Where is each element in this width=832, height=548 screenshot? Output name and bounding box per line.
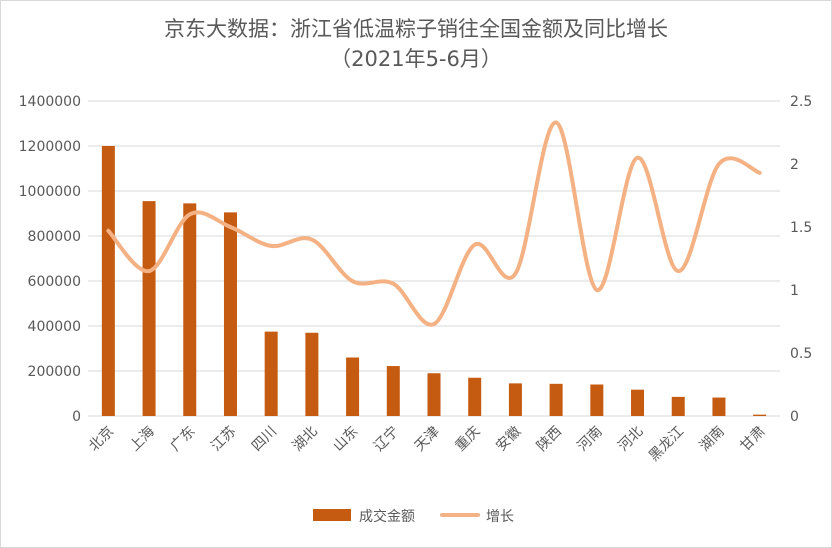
category-label: 江苏 (208, 424, 239, 455)
left-tick-label: 800000 (28, 229, 81, 245)
legend-label-line: 增长 (486, 509, 514, 525)
bar-黑龙江 (671, 396, 685, 416)
line-series (106, 120, 762, 327)
right-tick-label: 0.5 (790, 346, 812, 362)
left-tick-label: 400000 (28, 319, 81, 335)
category-label: 河北 (615, 424, 646, 455)
bar-陕西 (549, 383, 563, 416)
bar-河北 (631, 389, 645, 416)
category-label: 天津 (412, 424, 443, 455)
left-tick-label: 0 (72, 409, 81, 425)
bar-山东 (346, 357, 360, 416)
bar-湖北 (305, 332, 319, 416)
right-tick-label: 1.5 (790, 220, 812, 236)
bar-河南 (590, 384, 604, 416)
category-label: 重庆 (452, 424, 483, 455)
category-label: 陕西 (534, 424, 565, 455)
right-tick-label: 0 (790, 409, 799, 425)
chart-title: 京东大数据：浙江省低温粽子销往全国金额及同比增长 (164, 17, 668, 41)
growth-line (106, 120, 762, 327)
right-tick-label: 2.5 (790, 94, 812, 110)
category-label: 河南 (575, 424, 606, 455)
bar-北京 (101, 146, 115, 416)
bar-江苏 (223, 212, 237, 416)
bar-上海 (142, 201, 156, 416)
category-label: 湖南 (697, 424, 728, 455)
chart-subtitle: （2021年5-6月） (330, 47, 502, 71)
category-label: 四川 (249, 424, 280, 455)
left-tick-label: 200000 (28, 364, 81, 380)
category-labels: 北京 上海 广东 江苏 四川 湖北 山东 辽宁 天津 重庆 安徽 陕西 河南 河北 黑龙江 湖南 甘肃 (86, 423, 768, 465)
category-label: 辽宁 (370, 423, 402, 455)
bar-广东 (183, 203, 197, 416)
category-label: 湖北 (290, 424, 321, 455)
category-label: 北京 (86, 424, 117, 455)
left-tick-label: 1200000 (19, 139, 81, 155)
bar-湖南 (712, 397, 726, 416)
left-tick-label: 1000000 (19, 184, 81, 200)
category-label: 甘肃 (737, 424, 768, 455)
category-label: 广东 (167, 424, 198, 455)
bar-辽宁 (386, 366, 400, 416)
left-axis-ticks: 0 200000 400000 600000 800000 1000000 1200000 1… (19, 94, 81, 425)
category-label: 安徽 (493, 424, 524, 455)
chart-title-block: 京东大数据：浙江省低温粽子销往全国金额及同比增长 （2021年5-6月） (0, 14, 832, 74)
legend-label-bar: 成交金额 (359, 508, 415, 525)
bar-天津 (427, 373, 441, 416)
category-label: 上海 (127, 424, 158, 455)
right-axis-ticks: 0 0.5 1 1.5 2 2.5 (790, 94, 812, 425)
bar-series (101, 146, 767, 416)
legend-swatch-bar (313, 509, 351, 521)
right-tick-label: 1 (790, 283, 799, 299)
left-tick-label: 600000 (28, 274, 81, 290)
legend: 成交金额 增长 (313, 508, 514, 525)
right-tick-label: 2 (790, 157, 799, 173)
bar-四川 (264, 331, 278, 416)
category-label: 山东 (330, 424, 361, 455)
category-label: 黑龙江 (646, 424, 687, 465)
left-tick-label: 1400000 (19, 94, 81, 110)
bar-安徽 (508, 383, 522, 416)
bar-重庆 (468, 377, 482, 416)
bar-甘肃 (753, 414, 767, 416)
